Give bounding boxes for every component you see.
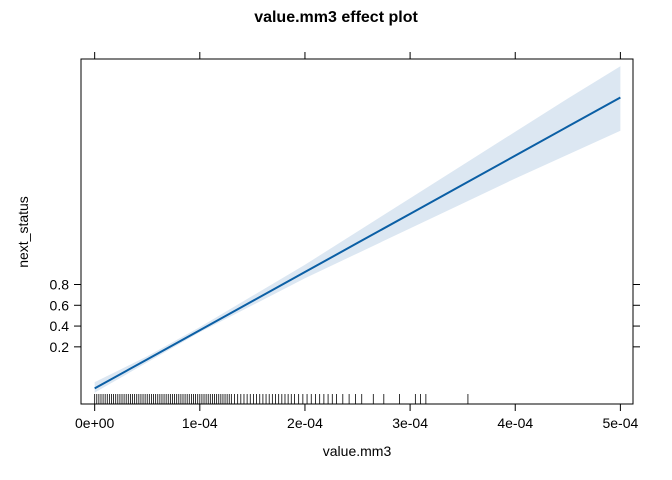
fit-line (94, 96, 621, 390)
y-axis-label: next_status (15, 196, 31, 268)
x-tick-label: 2e-04 (287, 415, 323, 431)
y-tick-label: 0.6 (50, 297, 70, 313)
x-tick-label: 1e-04 (182, 415, 218, 431)
confidence-band (94, 66, 621, 393)
y-tick-label: 0.4 (50, 318, 70, 334)
x-axis-label: value.mm3 (323, 443, 392, 459)
plot-area: 0e+00 1e-04 2e-04 3e-04 4e-04 5e-04 0.2 0.4 0.6 0… (50, 52, 640, 431)
y-tick-label: 0.8 (50, 276, 70, 292)
plot-frame (80, 58, 634, 405)
x-tick-label: 5e-04 (602, 415, 638, 431)
x-tick-label: 4e-04 (497, 415, 533, 431)
x-tick-label: 0e+00 (75, 415, 115, 431)
x-tick-label: 3e-04 (392, 415, 428, 431)
chart-title: value.mm3 effect plot (254, 9, 418, 26)
y-tick-label: 0.2 (50, 339, 70, 355)
